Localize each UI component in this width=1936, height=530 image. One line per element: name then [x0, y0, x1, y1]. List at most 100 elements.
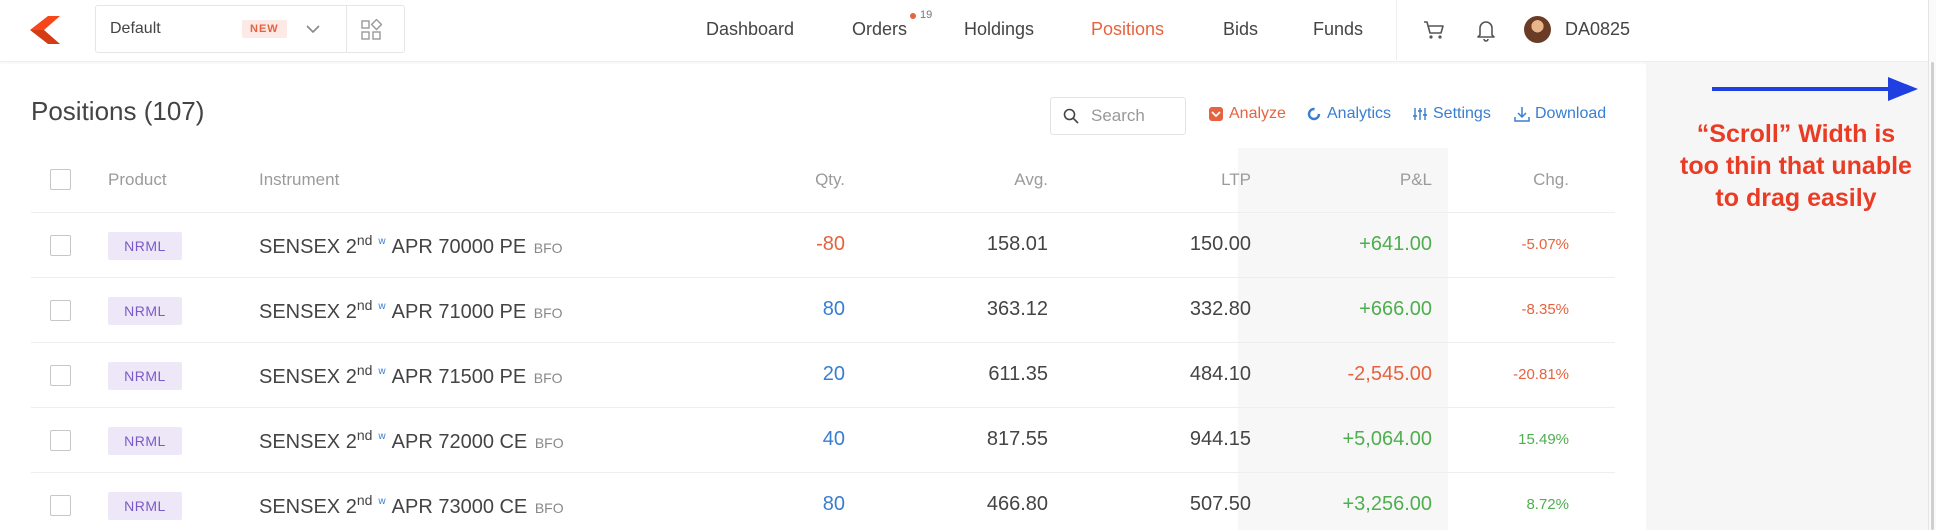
table-row[interactable]: NRML SENSEX 2nd w APR 72000 CE BFO 40 817.… [31, 408, 1615, 473]
ltp-value: 332.80 [1189, 298, 1251, 320]
col-product[interactable]: Product [108, 170, 167, 189]
exchange-label: BFO [534, 435, 564, 451]
instrument-name[interactable]: SENSEX 2nd w APR 73000 CE BFO [259, 492, 564, 519]
avg-value: 817.55 [986, 428, 1048, 450]
nav-orders[interactable]: Orders [852, 19, 908, 39]
col-instrument[interactable]: Instrument [259, 170, 340, 189]
col-chg[interactable]: Chg. [1533, 170, 1569, 189]
chg-value: 8.72% [1526, 496, 1569, 513]
table-row[interactable]: NRML SENSEX 2nd w APR 71500 PE BFO 20 611.… [31, 343, 1615, 408]
qty-value: 80 [822, 493, 845, 515]
exchange-label: BFO [533, 240, 563, 256]
table-row[interactable]: NRML SENSEX 2nd w APR 73000 CE BFO 80 466.… [31, 473, 1615, 530]
chg-value: -20.81% [1513, 366, 1569, 383]
col-avg[interactable]: Avg. [1014, 170, 1048, 189]
cart-icon[interactable] [1422, 18, 1446, 42]
ltp-value: 507.50 [1189, 493, 1251, 515]
nav-positions[interactable]: Positions [1091, 19, 1165, 39]
weekly-tag: w [378, 236, 386, 247]
avg-value: 158.01 [986, 233, 1048, 255]
header-divider [1396, 0, 1397, 60]
nav-dashboard[interactable]: Dashboard [706, 19, 795, 39]
instrument-name[interactable]: SENSEX 2nd w APR 71000 PE BFO [259, 297, 563, 324]
sliders-icon [1413, 108, 1427, 120]
instrument-name[interactable]: SENSEX 2nd w APR 72000 CE BFO [259, 427, 564, 454]
row-checkbox[interactable] [50, 495, 71, 516]
analyze-label: Analyze [1229, 105, 1286, 122]
avatar[interactable] [1524, 16, 1551, 43]
annotation-text: “Scroll” Width is too thin that unable t… [1680, 120, 1912, 212]
col-ltp[interactable]: LTP [1221, 170, 1251, 189]
weekly-tag: w [378, 301, 386, 312]
marketwatch-name: Default [110, 20, 161, 37]
qty-value: 20 [822, 363, 845, 385]
instrument-contract: APR 71500 PE [391, 366, 527, 388]
scrollbar-thumb[interactable] [1931, 62, 1934, 530]
product-badge: NRML [108, 362, 182, 390]
user-id[interactable]: DA0825 [1565, 19, 1631, 39]
top-header: Default NEW Dashboard Orders 19 Holdings… [0, 0, 1936, 62]
new-badge: NEW [242, 20, 287, 38]
table-header: Product Instrument Qty. Avg. LTP P&L Chg… [31, 148, 1615, 213]
marketwatch-selector[interactable]: Default NEW [95, 5, 405, 53]
nav-holdings[interactable]: Holdings [964, 19, 1035, 39]
instrument-base: SENSEX 2 [259, 496, 357, 518]
avg-value: 363.12 [986, 298, 1048, 320]
arrow-right-icon [1712, 77, 1918, 101]
instrument-contract: APR 72000 CE [391, 431, 528, 453]
bell-icon[interactable] [1475, 18, 1497, 42]
chg-value: -5.07% [1521, 236, 1569, 253]
orders-count: 19 [920, 9, 933, 21]
instrument-name[interactable]: SENSEX 2nd w APR 70000 PE BFO [259, 232, 563, 259]
instrument-contract: APR 73000 CE [391, 496, 528, 518]
analyze-button[interactable]: Analyze [1208, 105, 1286, 123]
kite-logo-icon[interactable] [30, 14, 70, 46]
product-badge: NRML [108, 232, 182, 260]
col-pnl[interactable]: P&L [1399, 170, 1432, 189]
row-checkbox[interactable] [50, 430, 71, 451]
ltp-value: 944.15 [1189, 428, 1251, 450]
grid-layout-icon[interactable] [360, 19, 382, 41]
chg-value: 15.49% [1518, 431, 1569, 448]
right-side-panel [1646, 62, 1936, 530]
instrument-name[interactable]: SENSEX 2nd w APR 71500 PE BFO [259, 362, 563, 389]
download-button[interactable]: Download [1514, 105, 1606, 123]
settings-button[interactable]: Settings [1412, 105, 1491, 123]
search-input[interactable] [1091, 106, 1181, 126]
search-box[interactable] [1050, 97, 1186, 135]
ltp-value: 150.00 [1189, 233, 1251, 255]
instrument-ordinal: nd [356, 492, 373, 508]
nav-bids[interactable]: Bids [1223, 19, 1259, 39]
instrument-ordinal: nd [356, 297, 373, 313]
col-qty[interactable]: Qty. [815, 170, 845, 189]
selector-divider [346, 6, 347, 52]
table-row[interactable]: NRML SENSEX 2nd w APR 70000 PE BFO -80 158… [31, 213, 1615, 278]
analyze-icon [1209, 107, 1223, 121]
select-all-checkbox[interactable] [50, 169, 71, 190]
row-checkbox[interactable] [50, 365, 71, 386]
table-row[interactable]: NRML SENSEX 2nd w APR 71000 PE BFO 80 363.… [31, 278, 1615, 343]
qty-value: 80 [822, 298, 845, 320]
product-badge: NRML [108, 492, 182, 520]
weekly-tag: w [378, 431, 386, 442]
chg-value: -8.35% [1521, 301, 1569, 318]
chevron-down-icon[interactable] [303, 19, 323, 39]
pnl-value: -2,545.00 [1347, 363, 1432, 385]
pnl-value: +3,256.00 [1342, 493, 1432, 515]
instrument-base: SENSEX 2 [259, 301, 357, 323]
instrument-ordinal: nd [356, 427, 373, 443]
analytics-label: Analytics [1327, 105, 1392, 122]
analytics-icon [1307, 107, 1321, 121]
ltp-value: 484.10 [1189, 363, 1251, 385]
pnl-column-highlight [1238, 148, 1448, 530]
analytics-button[interactable]: Analytics [1306, 105, 1391, 123]
qty-value: 40 [822, 428, 845, 450]
nav-funds[interactable]: Funds [1313, 19, 1364, 39]
settings-label: Settings [1433, 105, 1491, 122]
page-title: Positions (107) [31, 96, 205, 126]
row-checkbox[interactable] [50, 300, 71, 321]
row-checkbox[interactable] [50, 235, 71, 256]
product-badge: NRML [108, 297, 182, 325]
product-badge: NRML [108, 427, 182, 455]
instrument-contract: APR 70000 PE [391, 236, 527, 258]
